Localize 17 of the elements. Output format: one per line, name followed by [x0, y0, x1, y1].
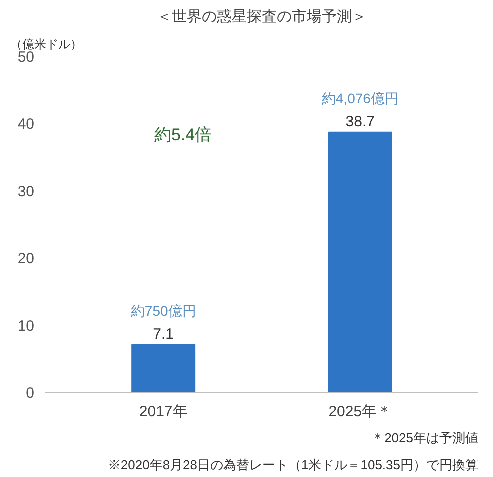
- chart-title: ＜世界の惑星探査の市場予測＞: [157, 8, 367, 26]
- annotation: 約4,076億円: [322, 90, 399, 106]
- y-tick-label: 20: [18, 250, 35, 268]
- annotation: 約750億円: [130, 302, 196, 319]
- y-tick-label: 10: [18, 318, 35, 335]
- y-tick-label: 30: [18, 183, 35, 200]
- data-label: 7.1: [153, 326, 174, 343]
- y-tick-label: 50: [18, 49, 35, 66]
- x-tick-label: 2017年: [139, 404, 188, 420]
- y-axis-title: （億米ドル）: [10, 38, 82, 52]
- y-tick-label: 40: [18, 116, 35, 134]
- text: ＊2025年は予測値: [372, 430, 478, 446]
- y-tick-label: 0: [26, 385, 34, 402]
- x-tick-label: 2025年＊: [328, 404, 392, 420]
- data-label: 38.7: [346, 113, 376, 130]
- annotation: 約5.4倍: [154, 125, 212, 144]
- text: ※2020年8月28日の為替レート（1米ドル＝105.35円）で円換算: [108, 458, 479, 472]
